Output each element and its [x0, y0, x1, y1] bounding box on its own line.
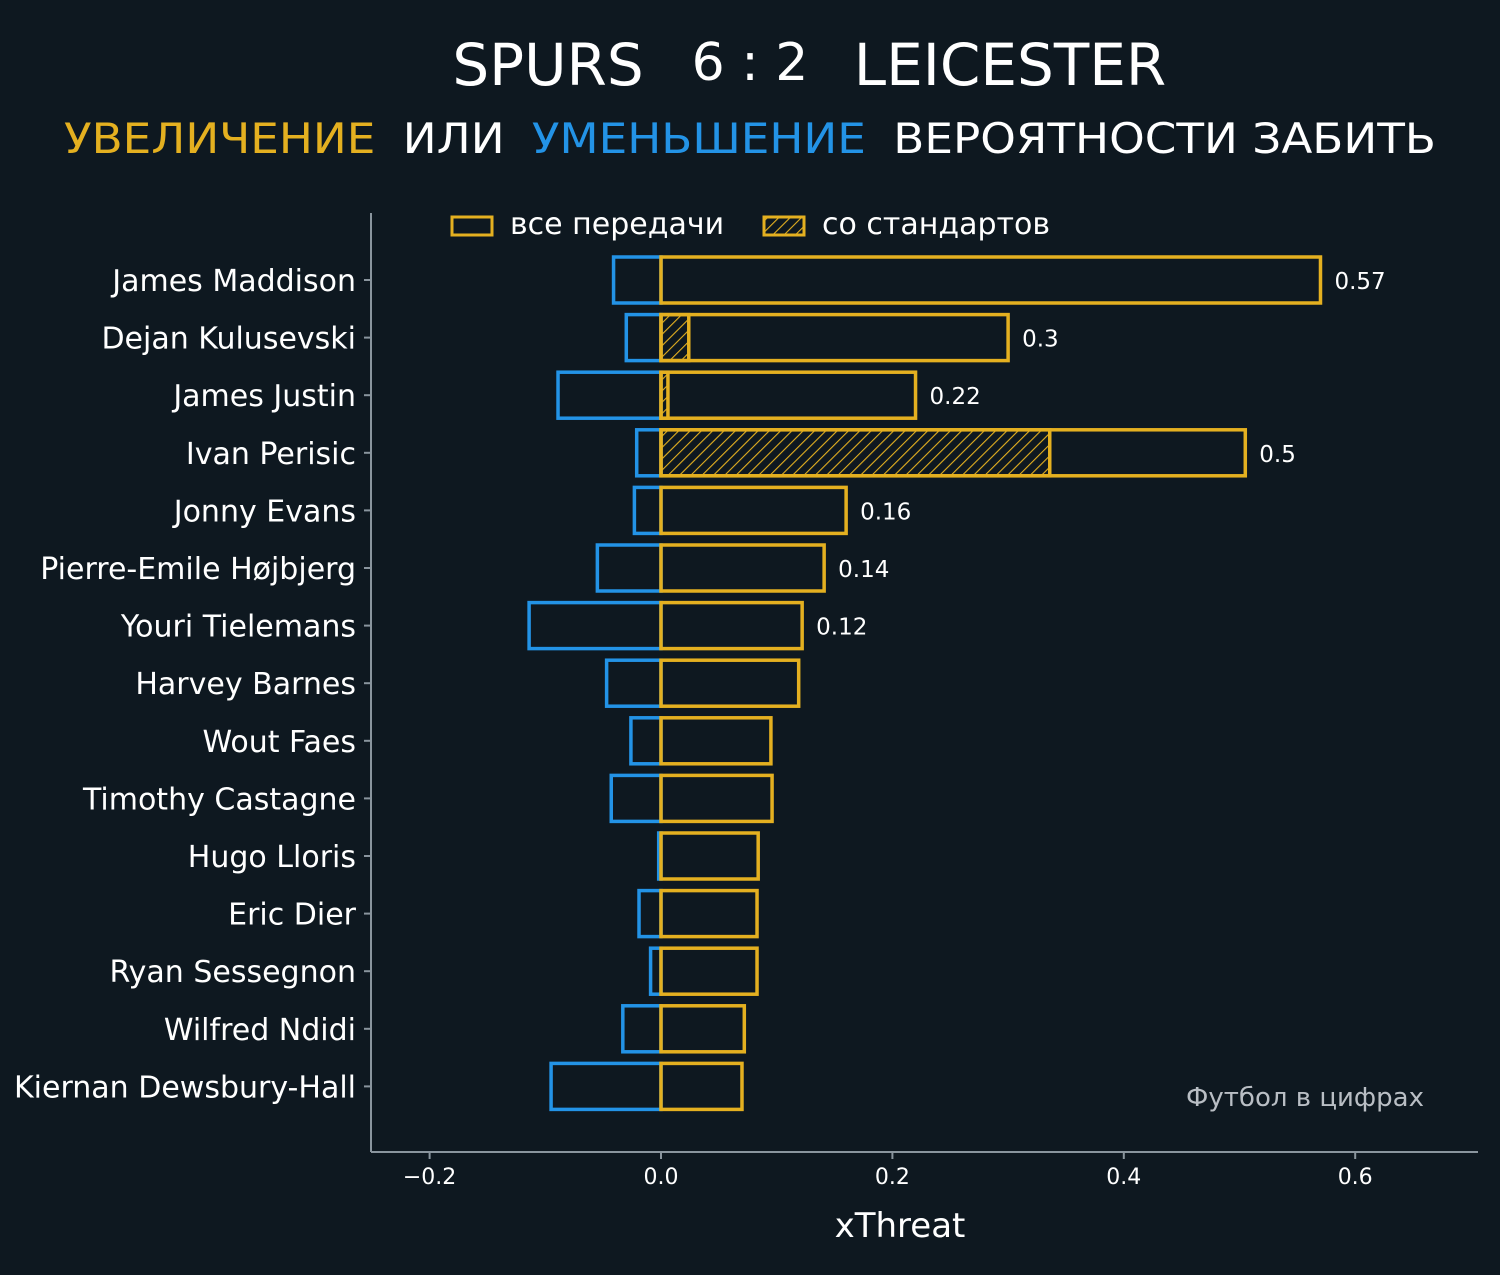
subtitle-increase: УВЕЛИЧЕНИЕ	[64, 114, 375, 163]
bar-positive	[659, 428, 1248, 478]
bar-positive	[659, 716, 773, 766]
bars: 0.57 0.3 0.22 0.5 0.16 0.14 0.12	[527, 255, 1386, 1112]
bar-negative	[621, 1004, 663, 1054]
bar-negative	[609, 773, 663, 824]
player-label: Wilfred Ndidi	[164, 1013, 356, 1048]
chart-subtitle: УВЕЛИЧЕНИЕ ИЛИ УМЕНЬШЕНИЕ ВЕРОЯТНОСТИ ЗА…	[64, 114, 1436, 163]
player-label: Timothy Castagne	[82, 782, 356, 817]
bar-value-label: 0.22	[930, 384, 981, 410]
bar-negative	[527, 600, 663, 651]
bar-positive	[659, 543, 826, 593]
x-tick-label: 0.2	[875, 1165, 910, 1190]
player-label: Harvey Barnes	[135, 667, 356, 702]
away-team: LEICESTER	[854, 31, 1166, 99]
player-label: Dejan Kulusevski	[101, 322, 356, 357]
bar-value-label: 0.12	[816, 615, 867, 641]
bar-positive	[659, 1061, 744, 1112]
bar-positive	[659, 1004, 747, 1054]
player-label: Eric Dier	[228, 898, 357, 933]
bar-positive	[659, 600, 804, 651]
legend-swatch-all-passes	[450, 215, 494, 237]
source-credit: Футбол в цифрах	[1186, 1083, 1424, 1113]
x-tick-label: 0.6	[1338, 1165, 1373, 1190]
y-ticks: James Maddison Dejan Kulusevski James Just…	[14, 264, 371, 1105]
legend-swatch-set-pieces	[762, 215, 806, 237]
x-tick-label: 0.0	[644, 1165, 679, 1190]
legend-label-all-passes: все передачи	[510, 207, 724, 242]
home-team: SPURS	[452, 31, 643, 99]
player-label: Kiernan Dewsbury-Hall	[14, 1070, 356, 1105]
match-score: 6 : 2	[692, 33, 809, 93]
player-label: Ryan Sessegnon	[109, 955, 356, 990]
bar-value-label: 0.57	[1334, 269, 1385, 295]
bar-set-pieces	[659, 312, 691, 363]
bar-value-label: 0.14	[838, 557, 889, 583]
legend: все передачи со стандартов	[450, 207, 1050, 242]
bar-positive	[659, 946, 759, 996]
bar-negative	[629, 716, 663, 766]
bar-negative	[624, 312, 663, 363]
x-tick-label: −0.2	[403, 1165, 456, 1190]
bar-negative	[611, 255, 663, 305]
x-axis-title: xThreat	[835, 1206, 966, 1246]
bar-negative	[634, 428, 663, 478]
bar-positive	[659, 888, 759, 939]
bar-negative	[556, 370, 663, 420]
bar-value-label: 0.3	[1022, 327, 1059, 353]
bar-value-label: 0.5	[1259, 442, 1296, 468]
bar-positive	[659, 312, 1010, 363]
player-label: Pierre-Emile Højbjerg	[40, 552, 356, 587]
bar-positive	[659, 370, 918, 420]
player-label: Hugo Lloris	[188, 840, 356, 875]
bar-positive	[659, 658, 801, 708]
player-label: Ivan Perisic	[186, 437, 356, 472]
player-label: James Maddison	[110, 264, 356, 299]
x-ticks: −0.2 0.0 0.2 0.4 0.6	[403, 1152, 1373, 1190]
bar-set-pieces	[659, 428, 1052, 478]
bar-positive	[659, 255, 1323, 305]
bar-negative	[549, 1061, 663, 1112]
bar-positive	[659, 485, 848, 536]
bar-negative	[604, 658, 663, 708]
player-label: Jonny Evans	[172, 494, 356, 529]
axes	[370, 213, 1478, 1153]
bar-positive	[659, 831, 760, 881]
player-label: James Justin	[171, 379, 356, 414]
subtitle-decrease: УМЕНЬШЕНИЕ	[532, 114, 866, 163]
bar-negative	[637, 888, 663, 939]
subtitle-or: ИЛИ	[403, 114, 505, 163]
x-tick-label: 0.4	[1106, 1165, 1141, 1190]
player-label: Wout Faes	[202, 725, 356, 760]
bar-positive	[659, 773, 774, 824]
legend-label-set-pieces: со стандартов	[822, 207, 1050, 242]
subtitle-rest: ВЕРОЯТНОСТИ ЗАБИТЬ	[893, 114, 1436, 163]
bar-negative	[595, 543, 663, 593]
bar-negative	[632, 485, 663, 536]
bar-value-label: 0.16	[860, 499, 911, 525]
player-label: Youri Tielemans	[120, 610, 356, 645]
